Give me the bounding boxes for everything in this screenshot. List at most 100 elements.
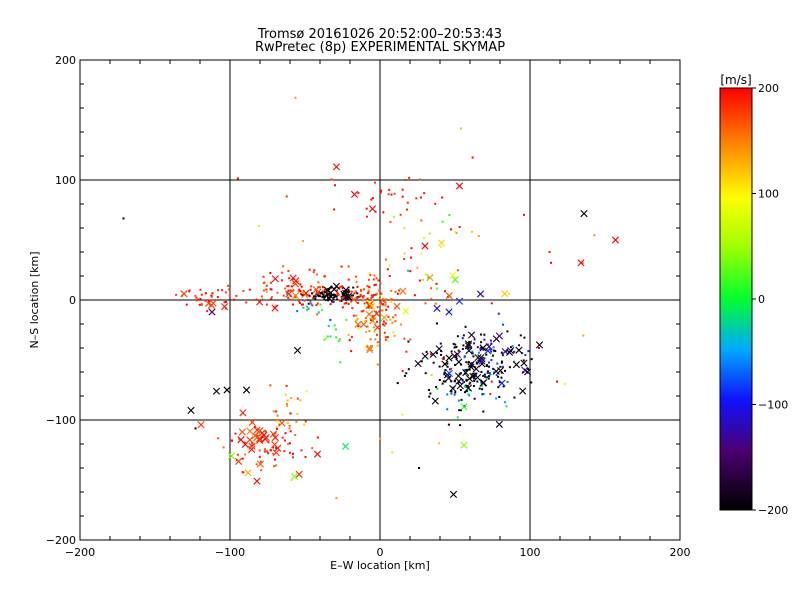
- data-point-cross: [435, 345, 443, 353]
- data-point-dot: [450, 390, 453, 393]
- data-point-dot: [513, 350, 516, 353]
- data-point-dot: [227, 284, 230, 287]
- data-point-dot: [403, 257, 406, 260]
- data-point-dot: [409, 338, 412, 341]
- data-point-dot: [370, 198, 373, 201]
- data-point-dot: [435, 282, 438, 285]
- chart-title: Tromsø 20161026 20:52:00–20:53:43: [257, 27, 502, 42]
- data-point-dot: [278, 423, 281, 426]
- data-point-dot: [362, 288, 365, 291]
- data-point-dot: [274, 432, 277, 435]
- data-point-cross: [485, 343, 493, 351]
- data-point-dot: [482, 348, 485, 351]
- data-point-dot: [269, 271, 272, 274]
- data-point-dot: [446, 393, 449, 396]
- data-point-dot: [242, 471, 245, 474]
- data-point-dot: [275, 464, 278, 467]
- data-point-dot: [307, 299, 310, 302]
- data-point-cross: [256, 460, 264, 468]
- data-point-dot: [462, 334, 465, 337]
- data-point-cross: [478, 360, 486, 368]
- data-point-dot: [460, 398, 463, 401]
- data-point-dot: [369, 338, 372, 341]
- data-point-cross: [429, 350, 437, 359]
- data-point-dot: [409, 256, 412, 259]
- y-tick-label: 100: [55, 174, 76, 187]
- data-point-dot: [418, 178, 421, 181]
- data-point-cross: [577, 259, 585, 267]
- data-point-dot: [264, 430, 267, 433]
- data-point-dot: [463, 356, 466, 359]
- data-point-cross: [261, 435, 269, 443]
- data-point-dot: [550, 261, 552, 264]
- data-point-dot: [482, 410, 485, 413]
- data-point-dot: [326, 291, 329, 294]
- data-point-dot: [199, 288, 202, 291]
- data-point-cross: [244, 469, 252, 477]
- data-point-dot: [282, 294, 285, 297]
- data-point-cross: [473, 373, 482, 382]
- data-point-cross: [535, 341, 544, 349]
- colorbar-label: [m/s]: [720, 73, 751, 87]
- data-point-dot: [473, 379, 476, 382]
- data-point-dot: [269, 449, 272, 452]
- data-point-dot: [275, 425, 278, 428]
- data-point-cross: [330, 285, 338, 293]
- data-point-cross: [227, 452, 236, 460]
- data-point-dot: [265, 290, 268, 293]
- data-point-cross: [253, 434, 261, 442]
- data-point-dot: [407, 340, 410, 343]
- data-point-dot: [504, 369, 507, 372]
- data-point-dot: [243, 453, 246, 456]
- data-point-dot: [422, 237, 425, 240]
- data-point-cross: [302, 289, 310, 297]
- data-point-dot: [490, 359, 493, 362]
- data-point-dot: [338, 338, 341, 341]
- data-point-dot: [262, 275, 265, 278]
- data-point-dot: [563, 382, 566, 385]
- data-point-dot: [388, 275, 391, 278]
- data-point-dot: [434, 202, 437, 205]
- data-point-dot: [270, 281, 273, 284]
- y-tick-labels: −200 −100 0 100 200: [46, 54, 76, 547]
- data-point-dot: [271, 446, 274, 449]
- data-point-dot: [476, 380, 479, 383]
- data-point-dot: [457, 381, 460, 384]
- data-point-dot: [379, 437, 382, 440]
- data-point-dot: [300, 449, 303, 452]
- y-tick-label: −200: [46, 534, 76, 547]
- data-point-cross: [492, 367, 500, 375]
- data-point-dot: [487, 375, 490, 378]
- data-point-dot: [430, 374, 433, 377]
- data-point-dot: [273, 465, 276, 468]
- data-point-dot: [384, 336, 387, 339]
- data-point-dot: [394, 290, 397, 293]
- data-point-dot: [489, 373, 492, 376]
- data-point-cross: [253, 426, 261, 434]
- data-point-dot: [296, 397, 299, 400]
- data-point-dot: [456, 269, 459, 272]
- data-point-dot: [480, 346, 483, 349]
- data-point-dot: [316, 273, 319, 276]
- data-point-cross: [464, 340, 473, 348]
- data-point-dot: [373, 284, 376, 287]
- data-point-dot: [490, 380, 493, 383]
- data-point-dot: [335, 336, 338, 339]
- data-point-cross: [271, 441, 279, 449]
- data-point-dot: [233, 298, 236, 301]
- data-point-dot: [254, 298, 257, 301]
- data-point-dot: [492, 349, 495, 352]
- data-point-dot: [388, 188, 391, 191]
- data-point-dot: [490, 350, 493, 353]
- data-point-dot: [382, 299, 385, 302]
- data-point-dot: [272, 452, 275, 455]
- data-point-dot: [468, 341, 471, 344]
- data-point-dot: [500, 360, 503, 363]
- data-point-dot: [376, 306, 379, 309]
- data-point-cross: [402, 307, 410, 315]
- data-point-dot: [527, 368, 530, 371]
- data-point-dot: [401, 195, 404, 198]
- data-point-dot: [450, 367, 453, 370]
- data-point-dot: [270, 297, 273, 300]
- data-point-dot: [223, 301, 226, 304]
